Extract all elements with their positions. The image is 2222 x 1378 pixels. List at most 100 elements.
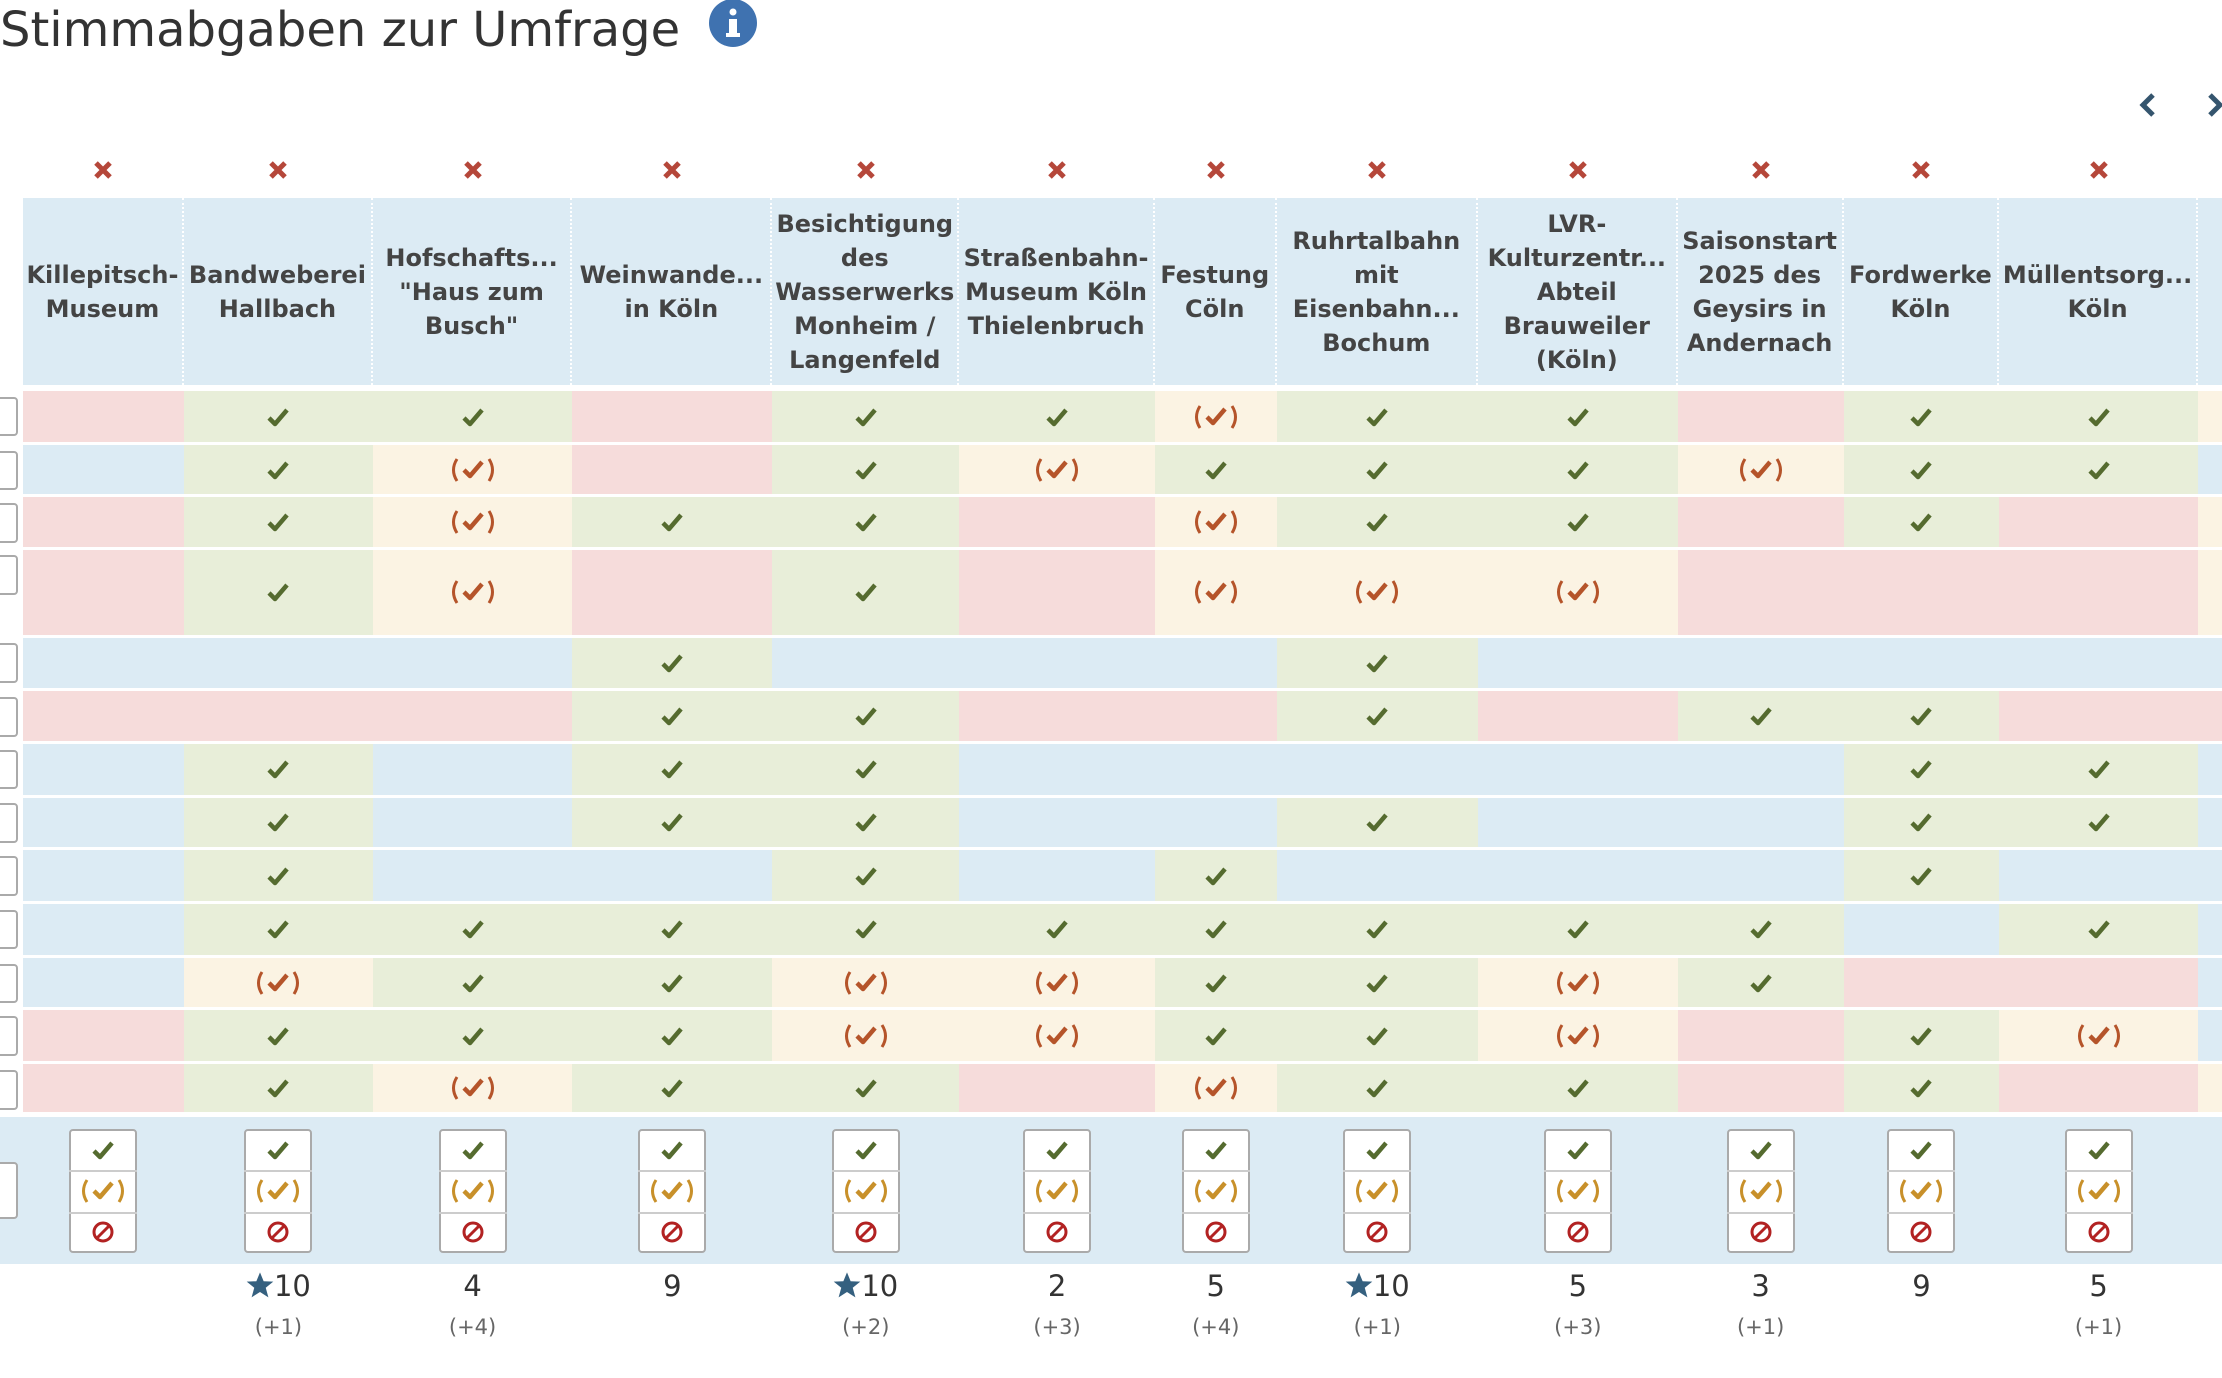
delete-column[interactable]: [1751, 160, 1771, 180]
no-button[interactable]: [853, 1219, 879, 1245]
maybe-button[interactable]: [1899, 1178, 1943, 1204]
no-button[interactable]: [2086, 1219, 2112, 1245]
maybe-button[interactable]: [81, 1178, 125, 1204]
no-button[interactable]: [1908, 1219, 1934, 1245]
maybe-button[interactable]: [1739, 1178, 1783, 1204]
no-button[interactable]: [90, 1219, 116, 1245]
vote-cell: [2197, 1010, 2222, 1062]
yes-icon: [2087, 408, 2110, 426]
total-value: 9: [663, 1269, 682, 1304]
yes-button[interactable]: [1205, 1140, 1229, 1162]
row-edit[interactable]: [0, 1161, 18, 1219]
vote-cell: [1477, 743, 1678, 795]
maybe-button[interactable]: [1355, 1178, 1399, 1204]
yes-button[interactable]: [1046, 1140, 1070, 1162]
maybe-button[interactable]: [1556, 1178, 1600, 1204]
row-edit[interactable]: [0, 855, 18, 896]
vote-cell: [572, 549, 773, 635]
yes-icon: [1366, 1079, 1389, 1098]
yes-button[interactable]: [92, 1140, 116, 1162]
vote-cell: [1843, 957, 2000, 1008]
delete-column[interactable]: [1367, 160, 1387, 180]
vote-cell: [2197, 391, 2222, 442]
no-button[interactable]: [1203, 1219, 1229, 1245]
maybe-icon: [1194, 510, 1237, 534]
vote-cell: [959, 637, 1155, 689]
total-value: 5: [1206, 1269, 1225, 1304]
maybe-button[interactable]: [451, 1178, 495, 1204]
row-edit[interactable]: [0, 909, 18, 950]
no-button[interactable]: [460, 1219, 486, 1245]
delete-column[interactable]: [268, 160, 288, 180]
divider: [1343, 1170, 1412, 1173]
delete-column[interactable]: [1568, 160, 1588, 180]
vote-cell: [1999, 957, 2198, 1008]
maybe-button[interactable]: [844, 1178, 888, 1204]
no-button[interactable]: [659, 1219, 685, 1245]
vote-cell: [1677, 850, 1844, 902]
maybe-icon: [844, 970, 887, 995]
row-edit[interactable]: [0, 555, 18, 596]
delete-column[interactable]: [1206, 160, 1226, 180]
row-edit[interactable]: [0, 1015, 18, 1056]
row-edit[interactable]: [0, 1069, 18, 1110]
yes-icon: [661, 921, 684, 939]
vote-cell: [572, 691, 773, 741]
row-edit[interactable]: [0, 643, 18, 683]
yes-button[interactable]: [855, 1140, 879, 1162]
total-value: 5: [1568, 1269, 1588, 1304]
maybe-button[interactable]: [1194, 1178, 1238, 1204]
yes-button[interactable]: [1750, 1140, 1774, 1162]
yes-button[interactable]: [461, 1140, 486, 1162]
prev-button[interactable]: [2138, 92, 2158, 118]
row-edit[interactable]: [0, 450, 18, 491]
row-edit[interactable]: [0, 963, 18, 1004]
row-edit[interactable]: [0, 749, 18, 790]
vote-cell: [1154, 743, 1277, 795]
delete-column[interactable]: [2089, 160, 2109, 180]
vote-cell: [772, 391, 960, 442]
vote-cell: [772, 743, 960, 795]
vote-cell: [1843, 637, 2000, 689]
maybe-button[interactable]: [1035, 1178, 1079, 1204]
yes-button[interactable]: [1567, 1140, 1591, 1162]
row-edit[interactable]: [0, 396, 18, 437]
vote-cell: [1999, 637, 2198, 689]
vote-cell: [1154, 797, 1277, 848]
yes-button[interactable]: [2087, 1140, 2112, 1162]
delete-column[interactable]: [1911, 160, 1931, 180]
divider: [69, 1170, 138, 1173]
no-button[interactable]: [1044, 1219, 1070, 1245]
delete-column[interactable]: [856, 160, 876, 180]
maybe-button[interactable]: [256, 1178, 300, 1204]
maybe-button[interactable]: [2077, 1178, 2121, 1204]
no-button[interactable]: [265, 1219, 291, 1245]
yes-icon: [267, 583, 290, 602]
column-header: Weinwande... in Köln: [572, 198, 773, 386]
delete-column[interactable]: [1047, 160, 1067, 180]
column-header: Fordwerke Köln: [1844, 198, 2000, 386]
maybe-count: (+1): [254, 1314, 303, 1339]
row-edit[interactable]: [0, 803, 18, 844]
delete-column[interactable]: [662, 160, 682, 180]
yes-button[interactable]: [1910, 1140, 1934, 1162]
yes-button[interactable]: [661, 1140, 685, 1162]
yes-icon: [855, 921, 877, 939]
next-button[interactable]: [2205, 92, 2222, 118]
delete-column[interactable]: [463, 160, 483, 180]
yes-button[interactable]: [1366, 1140, 1390, 1162]
no-button[interactable]: [1565, 1219, 1591, 1245]
vote-cell: [1843, 797, 2000, 848]
maybe-icon: [451, 510, 494, 534]
row-edit[interactable]: [0, 503, 18, 543]
vote-cell: [22, 743, 185, 795]
delete-column[interactable]: [93, 160, 113, 180]
vote-cell: [1477, 1064, 1678, 1113]
no-button[interactable]: [1748, 1219, 1774, 1245]
info-icon[interactable]: [709, 0, 757, 47]
vote-cell: [1999, 691, 2198, 741]
yes-button[interactable]: [267, 1140, 291, 1162]
no-button[interactable]: [1364, 1219, 1390, 1245]
row-edit[interactable]: [0, 697, 18, 737]
maybe-button[interactable]: [650, 1178, 694, 1204]
